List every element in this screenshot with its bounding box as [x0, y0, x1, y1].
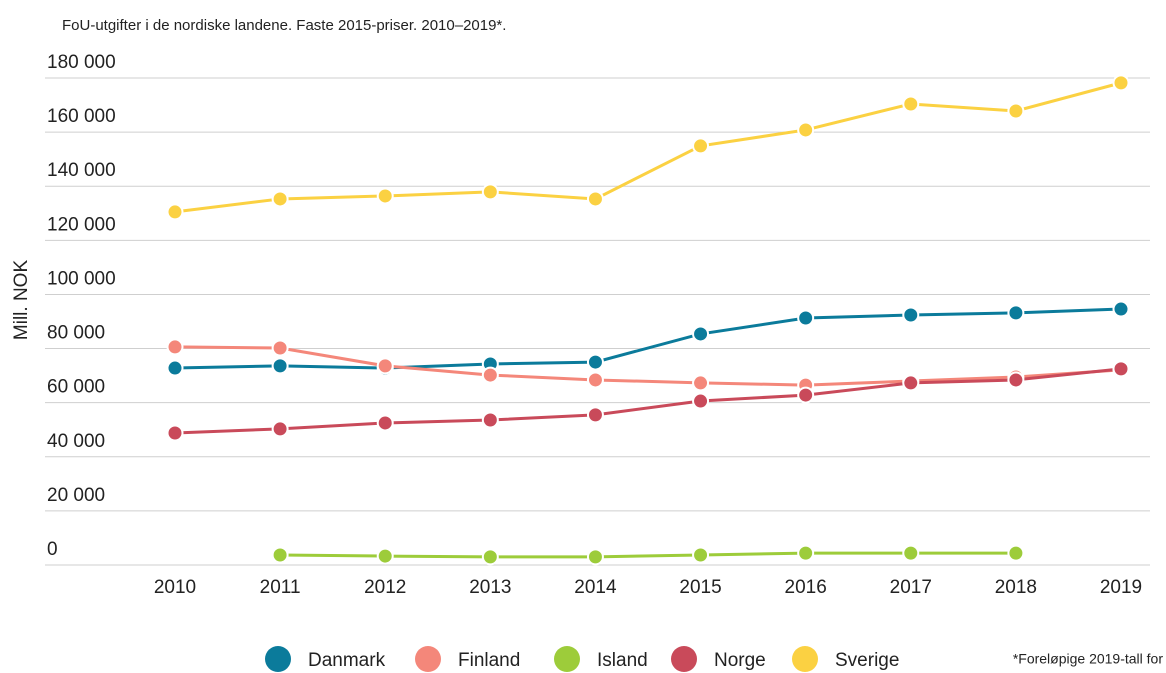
y-tick-label: 0: [47, 539, 58, 560]
point: [166, 359, 184, 377]
point: [166, 338, 184, 356]
chart-title: FoU-utgifter i de nordiske landene. Fast…: [62, 17, 506, 34]
y-tick-label: 60 000: [47, 377, 105, 398]
point: [586, 190, 604, 208]
point: [1007, 544, 1025, 562]
x-tick-label: 2019: [1100, 577, 1142, 598]
x-tick-label: 2013: [469, 577, 511, 598]
x-tick-label: 2017: [890, 577, 932, 598]
point: [902, 95, 920, 113]
point: [586, 353, 604, 371]
series-line: [280, 551, 1016, 559]
point: [481, 183, 499, 201]
legend-label: Danmark: [308, 650, 386, 671]
x-tick-label: 2012: [364, 577, 406, 598]
point: [376, 414, 394, 432]
y-tick-label: 40 000: [47, 431, 105, 452]
x-tick-label: 2018: [995, 577, 1037, 598]
point: [797, 309, 815, 327]
point: [586, 371, 604, 389]
y-tick-label: 20 000: [47, 485, 105, 506]
point: [692, 325, 710, 343]
point: [481, 366, 499, 384]
legend-marker: [265, 646, 291, 672]
x-tick-label: 2016: [785, 577, 827, 598]
point: [797, 544, 815, 562]
footnote: *Foreløpige 2019-tall for: [1013, 651, 1164, 667]
x-tick-label: 2015: [679, 577, 721, 598]
point: [692, 392, 710, 410]
y-tick-label: 140 000: [47, 160, 116, 181]
y-axis-label: Mill. NOK: [11, 260, 32, 341]
point: [692, 546, 710, 564]
point: [376, 547, 394, 565]
point: [166, 424, 184, 442]
point: [1112, 360, 1130, 378]
point: [586, 406, 604, 424]
y-tick-label: 100 000: [47, 268, 116, 289]
point: [902, 306, 920, 324]
point: [902, 374, 920, 392]
point: [271, 420, 289, 438]
point: [797, 121, 815, 139]
point: [586, 548, 604, 566]
point: [271, 339, 289, 357]
y-tick-label: 80 000: [47, 323, 105, 344]
legend-label: Sverige: [835, 650, 899, 671]
point: [1007, 304, 1025, 322]
point: [1007, 102, 1025, 120]
x-tick-label: 2014: [574, 577, 617, 598]
point: [902, 544, 920, 562]
x-tick-label: 2010: [154, 577, 196, 598]
point: [1112, 74, 1130, 92]
y-tick-label: 120 000: [47, 214, 116, 235]
series-line: [174, 307, 1122, 370]
point: [271, 357, 289, 375]
point: [1112, 300, 1130, 318]
point: [1007, 371, 1025, 389]
point: [692, 137, 710, 155]
legend-label: Norge: [714, 650, 766, 671]
point: [376, 357, 394, 375]
legend-label: Island: [597, 650, 648, 671]
point: [481, 411, 499, 429]
legend-label: Finland: [458, 650, 520, 671]
legend-marker: [415, 646, 441, 672]
legend-marker: [671, 646, 697, 672]
point: [271, 546, 289, 564]
point: [166, 203, 184, 221]
legend-marker: [792, 646, 818, 672]
legend-marker: [554, 646, 580, 672]
series-line: [174, 81, 1122, 214]
point: [271, 190, 289, 208]
point: [797, 386, 815, 404]
point: [481, 548, 499, 566]
point: [376, 187, 394, 205]
series-line: [174, 345, 1122, 387]
y-tick-label: 180 000: [47, 52, 116, 73]
series-line: [174, 367, 1122, 435]
x-tick-label: 2011: [260, 577, 301, 598]
y-tick-label: 160 000: [47, 106, 116, 127]
point: [692, 374, 710, 392]
